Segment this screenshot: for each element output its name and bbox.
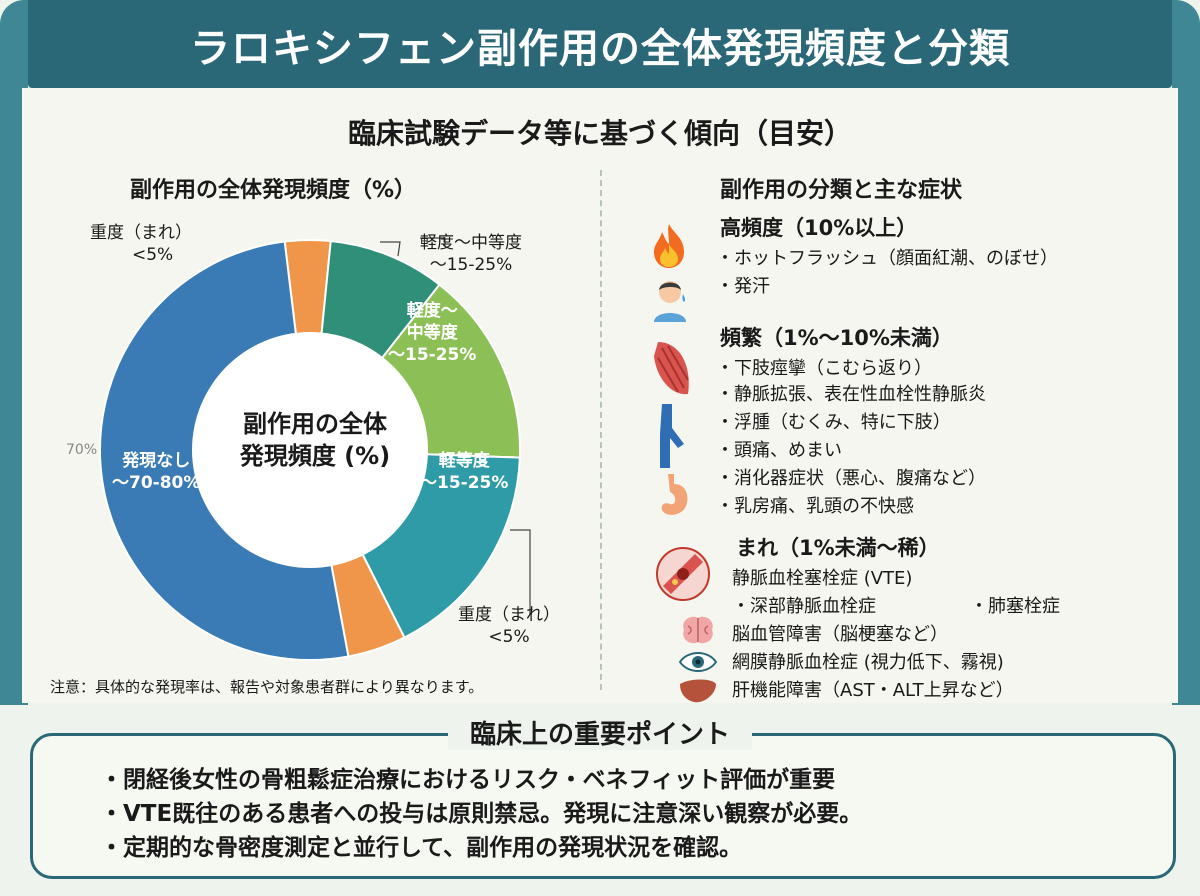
blood-clot-icon: [656, 547, 710, 601]
label-top-mild: 軽度〜中等度 〜15-25%: [420, 232, 522, 276]
label-bottom-severe-name: 重度（まれ）: [458, 605, 560, 625]
page-title: ラロキシフェン副作用の全体発現頻度と分類: [190, 26, 1010, 72]
symptom-high-1: ・ホットフラッシュ（顔面紅潮、のぼせ）: [716, 248, 1058, 269]
label-inner-mild-name1: 軽度〜: [406, 301, 458, 321]
label-none-name: 発現なし: [122, 451, 191, 471]
note-text: 注意：具体的な発現率は、報告や対象患者群により異なります。: [50, 678, 484, 696]
header-banner: ラロキシフェン副作用の全体発現頻度と分類: [28, 0, 1172, 88]
clinical-points-box: [30, 733, 1176, 879]
symptom-common-2: ・静脈拡張、表在性血栓性静脈炎: [716, 384, 986, 405]
rare-stroke: 脳血管障害（脳梗塞など）: [732, 624, 948, 645]
label-inner-light: 軽等度 〜15-25%: [420, 450, 508, 494]
column-divider: [600, 170, 602, 690]
fire-icon: [654, 224, 684, 268]
donut-center-label: 副作用の全体 発現頻度 (%): [200, 408, 430, 472]
center-label-line2: 発現頻度 (%): [239, 442, 391, 470]
rare-vte-pe: ・肺塞栓症: [970, 596, 1060, 617]
rare-vte: 静脈血栓塞栓症 (VTE): [732, 568, 913, 589]
rare-vte-dvt: ・深部静脈血栓症: [732, 596, 876, 617]
symptom-common-5: ・消化器症状（悪心、腹痛など）: [716, 468, 986, 489]
clinical-point-2: ・VTE既往のある患者への投与は原則禁忌。発現に注意深い観察が必要。: [100, 801, 863, 827]
label-top-mild-name: 軽度〜中等度: [420, 233, 522, 253]
symptom-high-2: ・発汗: [716, 276, 770, 297]
label-inner-light-name: 軽等度: [438, 451, 490, 471]
stomach-icon: [661, 474, 688, 515]
label-inner-light-range: 〜15-25%: [420, 473, 509, 493]
liver-icon: [680, 679, 716, 703]
center-label-line1: 副作用の全体: [243, 410, 387, 438]
label-none-range: 〜70-80%: [112, 473, 201, 493]
clinical-points-title-wrap: 臨床上の重要ポイント: [0, 714, 1200, 751]
clinical-point-1: ・閉経後女性の骨粗鬆症治療におけるリスク・ベネフィット評価が重要: [100, 767, 836, 793]
symptom-common-6: ・乳房痛、乳頭の不快感: [716, 496, 914, 517]
donut-hole: [192, 332, 428, 568]
label-inner-mild-range: 〜15-25%: [388, 345, 477, 365]
category-high-title: 高頻度（10%以上）: [720, 216, 918, 240]
symptom-common-1: ・下肢痙攣（こむら返り）: [716, 358, 932, 379]
clinical-point-3: ・定期的な骨密度測定と並行して、副作用の発現状況を確認。: [100, 835, 743, 861]
category-rare-title: まれ（1%未満〜稀）: [736, 536, 940, 560]
sweating-person-icon: [654, 281, 686, 322]
label-none: 発現なし 〜70-80%: [112, 450, 200, 494]
classification-heading: 副作用の分類と主な症状: [720, 178, 963, 203]
stray-percent-label: 70%: [66, 442, 98, 458]
label-top-severe-name: 重度（まれ）: [90, 223, 192, 243]
label-bottom-severe-range: <5%: [488, 627, 530, 647]
symptom-common-3: ・浮腫（むくみ、特に下肢）: [716, 412, 951, 433]
leader-line-top-severe: [380, 241, 401, 257]
rare-retina: 網膜静脈血栓症 (視力低下、霧視): [732, 652, 1004, 673]
rare-liver: 肝機能障害（AST・ALT上昇など）: [732, 680, 1014, 701]
label-top-severe: 重度（まれ） <5%: [90, 222, 192, 266]
label-inner-mild: 軽度〜 中等度 〜15-25%: [388, 300, 476, 366]
clinical-points-title: 臨床上の重要ポイント: [447, 720, 752, 750]
muscle-icon: [654, 342, 689, 395]
eye-icon: [678, 652, 718, 672]
leader-line-top-mild: [420, 237, 446, 246]
label-top-mild-range: 〜15-25%: [429, 255, 513, 275]
symptom-common-4: ・頭痛、めまい: [716, 440, 842, 461]
subtitle: 臨床試験データ等に基づく傾向（目安）: [347, 117, 852, 150]
label-bottom-severe: 重度（まれ） <5%: [458, 604, 560, 648]
chart-heading: 副作用の全体発現頻度（%）: [130, 178, 417, 203]
label-top-severe-range: <5%: [132, 245, 174, 265]
vein-icon: [660, 404, 684, 468]
donut-chart: [99, 237, 531, 661]
brain-icon: [683, 616, 713, 644]
leader-line-bottom-severe: [510, 529, 531, 615]
category-common-title: 頻繁（1%〜10%未満）: [720, 326, 953, 350]
label-inner-mild-name2: 中等度: [406, 323, 458, 343]
